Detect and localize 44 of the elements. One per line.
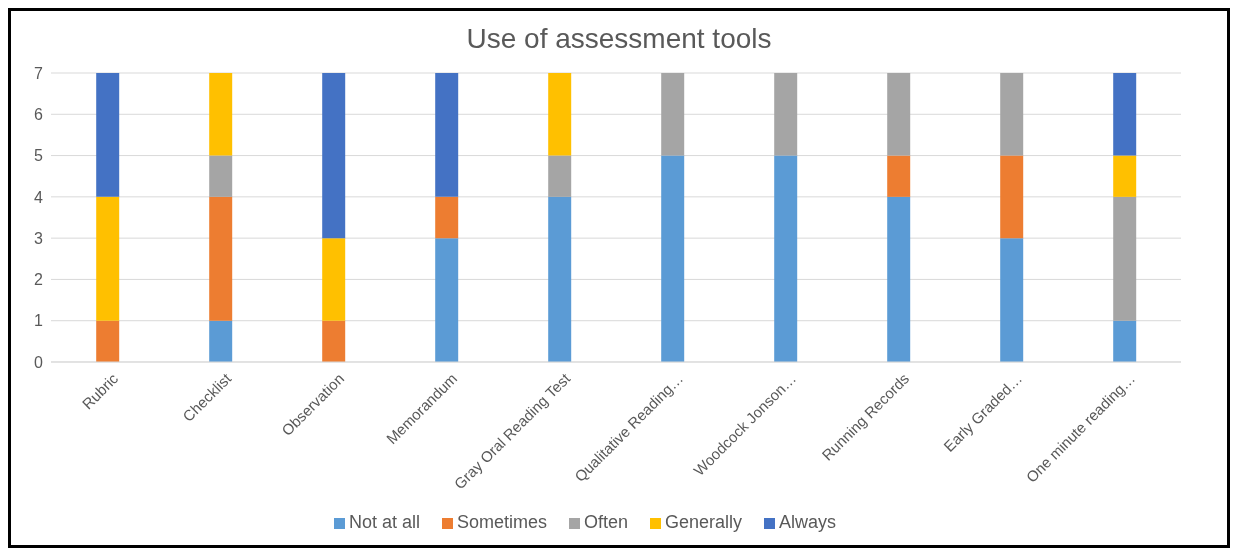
bar: [1113, 155, 1137, 197]
bar: [774, 155, 798, 362]
bar: [887, 196, 911, 362]
bar: [548, 155, 572, 197]
bar: [209, 155, 233, 197]
legend-label: Always: [779, 512, 837, 532]
bar: [435, 238, 459, 362]
bar: [209, 320, 233, 362]
bar: [1000, 73, 1024, 156]
y-tick-label: 7: [34, 64, 44, 82]
bar: [548, 196, 572, 362]
bar: [1113, 196, 1137, 321]
bar: [887, 155, 911, 197]
y-tick-label: 5: [34, 147, 44, 165]
bar: [887, 73, 911, 156]
y-tick-label: 3: [34, 229, 44, 247]
legend-label: Generally: [665, 512, 743, 532]
bar: [548, 73, 572, 156]
chart-title: Use of assessment tools: [465, 23, 773, 56]
y-tick-label: 6: [34, 105, 44, 123]
legend-label: Often: [583, 512, 629, 532]
bar: [1113, 320, 1137, 362]
legend-label: Not at all: [348, 512, 420, 532]
y-tick-label: 2: [34, 271, 44, 289]
bar: [96, 320, 120, 362]
y-tick-label: 0: [34, 353, 44, 371]
bar: [96, 196, 120, 321]
bar: [661, 73, 685, 156]
bar: [322, 73, 346, 239]
legend-label: Sometimes: [456, 512, 547, 532]
bar: [1113, 73, 1137, 156]
bar: [661, 155, 685, 362]
bar: [209, 73, 233, 156]
bar: [435, 196, 459, 239]
bar: [435, 73, 459, 197]
bar: [322, 320, 346, 362]
bar: [96, 73, 120, 197]
bar: [209, 196, 233, 321]
bar: [774, 73, 798, 156]
bar: [1000, 238, 1024, 362]
y-tick-label: 1: [34, 312, 44, 330]
bar: [1000, 155, 1024, 239]
bar: [322, 238, 346, 321]
y-tick-label: 4: [34, 188, 44, 206]
